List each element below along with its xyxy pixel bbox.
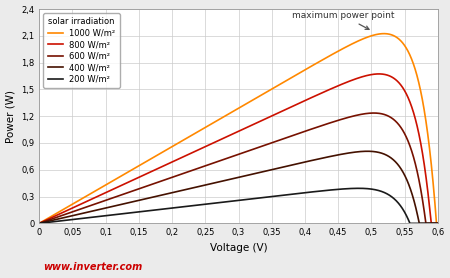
Text: www.inverter.com: www.inverter.com [43, 262, 143, 272]
Y-axis label: Power (W): Power (W) [5, 90, 16, 143]
Legend: 1000 W/m², 800 W/m², 600 W/m², 400 W/m², 200 W/m²: 1000 W/m², 800 W/m², 600 W/m², 400 W/m²,… [43, 13, 120, 88]
Text: maximum power point: maximum power point [292, 11, 394, 29]
X-axis label: Voltage (V): Voltage (V) [210, 243, 267, 253]
